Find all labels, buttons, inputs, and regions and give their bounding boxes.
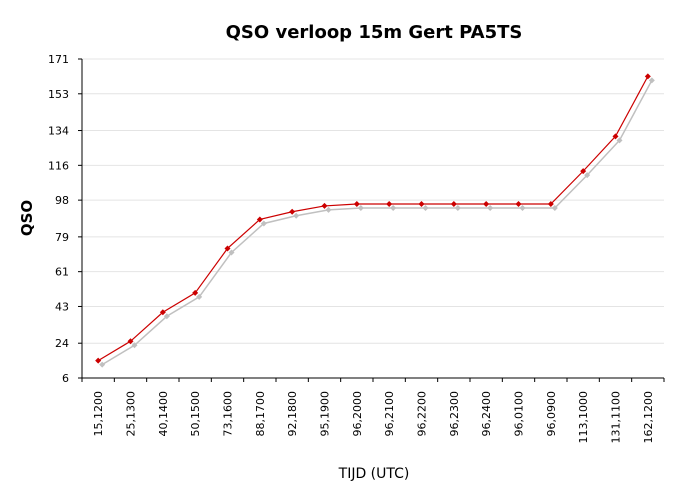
x-tick-label: 131,1100 — [610, 391, 623, 444]
x-tick-label: 96,2000 — [351, 391, 364, 437]
x-tick-label: 92,1800 — [286, 391, 299, 437]
x-tick-label: 88,1700 — [254, 391, 267, 437]
chart-title: QSO verloop 15m Gert PA5TS — [226, 22, 523, 43]
data-point — [321, 202, 328, 209]
data-point — [612, 133, 619, 140]
data-point — [580, 168, 587, 175]
x-axis-ticks: 15,1200 25,1300 40,1400 50,1500 73,1600 88,17… — [81, 378, 665, 444]
series-shadow-marker — [325, 206, 332, 213]
series-shadow-marker — [228, 249, 235, 256]
series-shadow-marker — [487, 205, 494, 211]
series-shadow-marker — [584, 172, 591, 179]
x-tick-label: 95,1900 — [319, 391, 332, 437]
x-tick-label: 162,1200 — [642, 391, 655, 444]
series-line — [97, 76, 649, 362]
series-shadow-marker — [357, 205, 364, 211]
series — [95, 73, 651, 364]
series-shadow-marker — [422, 205, 429, 211]
data-point — [127, 338, 134, 345]
y-tick-label: 98 — [55, 194, 69, 207]
x-tick-label: 96,2200 — [416, 391, 429, 437]
x-tick-label: 40,1400 — [157, 391, 170, 437]
series-shadow-marker — [196, 293, 203, 300]
data-point — [418, 201, 425, 207]
data-point — [159, 309, 166, 316]
y-tick-label: 61 — [55, 266, 69, 279]
series-shadow-marker — [293, 212, 300, 219]
y-tick-label: 153 — [48, 88, 69, 101]
series-shadow-marker — [616, 137, 623, 144]
series-shadow-line — [101, 80, 653, 366]
x-tick-label: 113,1000 — [577, 391, 590, 444]
y-tick-label: 134 — [48, 125, 69, 138]
data-point — [515, 201, 522, 207]
data-point — [644, 73, 651, 80]
y-tick-label: 171 — [48, 53, 69, 66]
x-tick-label: 96,2300 — [448, 391, 461, 437]
data-point — [547, 201, 554, 207]
series-shadow-marker — [551, 205, 558, 211]
data-point — [95, 357, 102, 364]
data-point — [386, 201, 393, 207]
x-tick-label: 96,2100 — [383, 391, 396, 437]
series-shadow-marker — [131, 342, 138, 349]
y-tick-label: 79 — [55, 231, 69, 244]
data-point — [483, 201, 490, 207]
x-tick-label: 96,0100 — [513, 391, 526, 437]
data-point — [224, 245, 231, 252]
y-tick-label: 116 — [48, 159, 69, 172]
x-axis-title: TIJD (UTC) — [338, 466, 410, 481]
x-tick-label: 15,1200 — [92, 391, 105, 437]
data-point — [256, 216, 263, 223]
x-tick-label: 96,0900 — [545, 391, 558, 437]
y-tick-label: 6 — [62, 372, 69, 385]
x-tick-label: 25,1300 — [125, 391, 138, 437]
data-point — [353, 201, 360, 207]
series-shadow-marker — [99, 361, 106, 368]
y-axis-ticks: 6 24 43 61 79 98 116 134 153 171 — [48, 53, 82, 385]
data-point — [289, 208, 296, 215]
series-shadow-marker — [163, 313, 170, 320]
series-shadow-marker — [260, 220, 267, 227]
x-tick-label: 73,1600 — [222, 391, 235, 437]
data-point — [450, 201, 457, 207]
series-shadow-marker — [454, 205, 461, 211]
series-shadow — [99, 77, 655, 368]
data-point — [192, 289, 199, 296]
x-tick-label: 50,1500 — [189, 391, 202, 437]
series-shadow-marker — [519, 205, 526, 211]
y-tick-label: 43 — [55, 300, 69, 313]
series-shadow-marker — [390, 205, 397, 211]
y-tick-label: 24 — [55, 337, 69, 350]
y-axis-title: QSO — [18, 200, 36, 236]
grid — [82, 58, 664, 344]
x-tick-label: 96,2400 — [480, 391, 493, 437]
series-shadow-marker — [648, 77, 655, 84]
